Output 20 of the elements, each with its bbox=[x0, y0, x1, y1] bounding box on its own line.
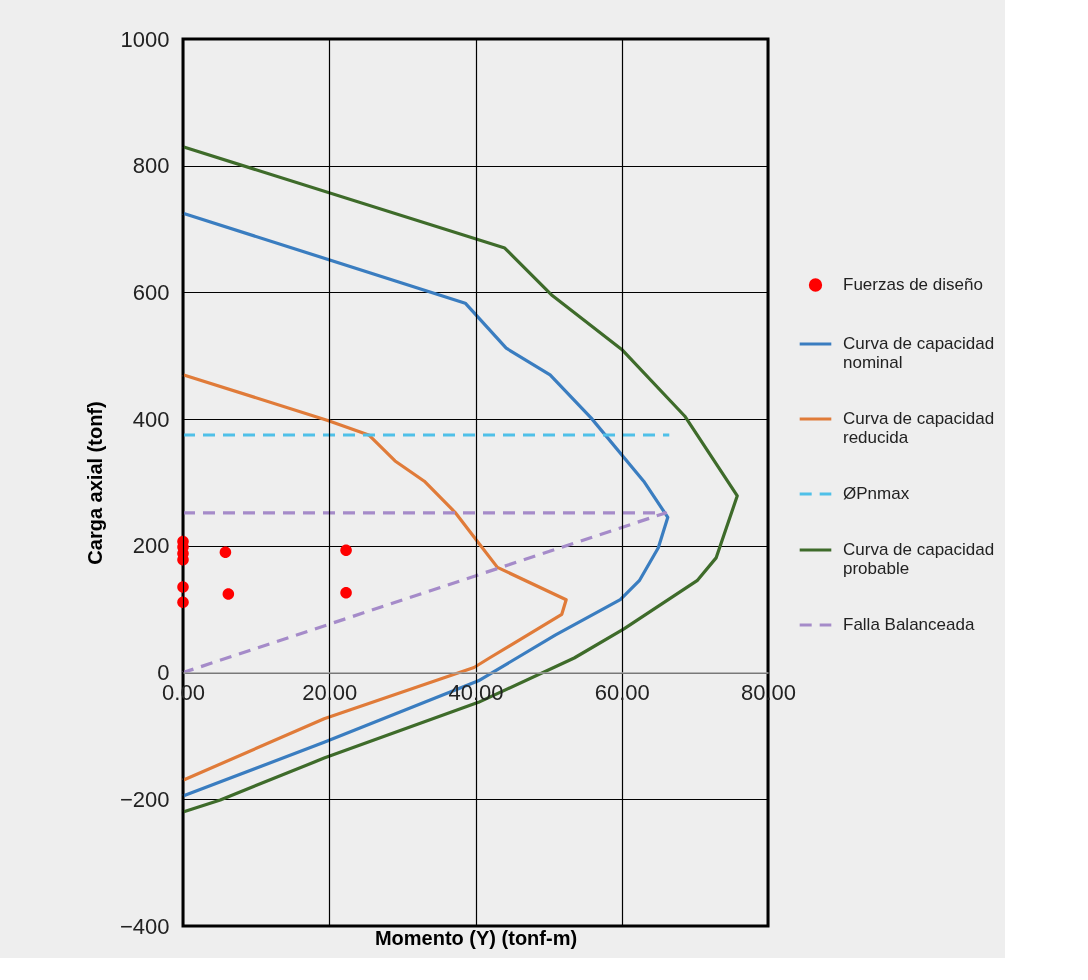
y-tick-label: 1000 bbox=[120, 26, 170, 52]
y-tick-label: 800 bbox=[132, 153, 170, 179]
legend-label: Fuerzas de diseño bbox=[843, 275, 983, 294]
y-tick-label: 200 bbox=[132, 533, 170, 559]
legend-label: Curva de capacidad probable bbox=[843, 540, 995, 578]
legend-label: Curva de capacidad nominal bbox=[843, 334, 995, 372]
x-axis-title: Momento (Y) (tonf-m) bbox=[374, 926, 578, 949]
legend-label: Falla Balanceada bbox=[843, 615, 975, 634]
y-axis-title: Carga axial (tonf) bbox=[83, 401, 106, 565]
y-tick-label: 400 bbox=[132, 406, 170, 432]
y-tick-label: 600 bbox=[132, 279, 170, 305]
point bbox=[340, 586, 352, 599]
y-tick-label: −200 bbox=[119, 786, 170, 812]
legend-label: ØPnmax bbox=[843, 484, 910, 503]
y-tick-label: 0 bbox=[157, 660, 170, 686]
y-tick-label: −400 bbox=[119, 913, 170, 939]
point bbox=[219, 546, 232, 558]
point bbox=[222, 588, 235, 600]
legend-label: Curva de capacidad reducida bbox=[843, 409, 995, 447]
point bbox=[340, 544, 352, 557]
